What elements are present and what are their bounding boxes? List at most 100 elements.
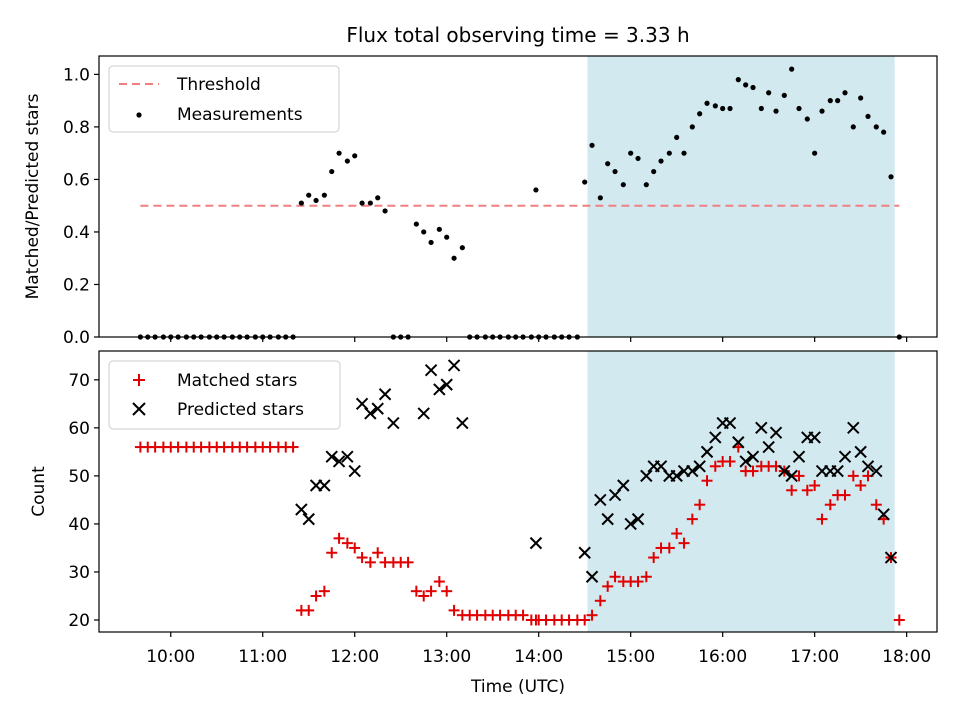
matched-star-point	[855, 479, 867, 491]
predicted-star-point	[838, 450, 852, 463]
predicted-stars-points	[295, 359, 898, 583]
x-tick-label: 10:00	[146, 647, 195, 667]
bottom-legend: Matched stars Predicted stars	[108, 360, 341, 430]
measurement-point	[321, 192, 327, 198]
predicted-star-point	[348, 464, 361, 478]
x-tick-label: 15:00	[606, 647, 655, 667]
legend-matched-label: Matched stars	[177, 371, 297, 391]
measurement-point	[658, 158, 664, 164]
y-tick-label: 60	[68, 419, 90, 439]
measurement-point	[888, 174, 894, 180]
bottom-x-ticks: 10:00 11:00 12:00 13:00 14:00 15:00 16:00 17:00…	[146, 632, 931, 667]
predicted-star-point	[378, 388, 392, 401]
x-tick-label: 11:00	[238, 647, 287, 667]
measurement-point	[306, 192, 312, 198]
measurement-point	[359, 200, 365, 206]
matched-star-point	[648, 552, 660, 564]
x-axis-label: Time (UTC)	[470, 677, 565, 697]
y-tick-label: 50	[68, 467, 90, 487]
bottom-y-ticks: 20 30 40 50 60 70	[68, 371, 99, 631]
chart-title: Flux total observing time = 3.33 h	[346, 23, 689, 47]
measurement-point	[773, 108, 779, 114]
measurement-point	[758, 105, 764, 112]
measurement-point	[628, 150, 634, 156]
matched-star-point	[517, 609, 529, 621]
measurement-point	[819, 108, 825, 114]
legend-threshold-label: Threshold	[176, 75, 261, 95]
measurement-point	[533, 187, 539, 193]
measurement-point	[421, 229, 427, 235]
matched-star-point	[870, 499, 882, 511]
predicted-star-point	[417, 407, 430, 420]
predicted-star-point	[578, 546, 591, 559]
legend-predicted-swatch	[132, 402, 146, 416]
measurement-point	[697, 111, 703, 117]
matched-star-point	[816, 513, 828, 525]
measurement-point	[842, 90, 848, 96]
matched-star-point	[824, 499, 836, 511]
predicted-star-point	[341, 450, 354, 463]
x-tick-label: 16:00	[698, 647, 747, 667]
y-tick-label: 30	[68, 563, 90, 583]
matched-star-point	[303, 604, 315, 616]
measurement-point	[643, 182, 649, 188]
predicted-star-point	[808, 431, 821, 444]
top-panel: 0.0 0.2 0.4 0.6 0.8 1.0 Matched/Predicted sta…	[23, 55, 938, 348]
measurement-point	[635, 155, 641, 162]
y-tick-label: 0.0	[63, 328, 90, 348]
matched-star-point	[287, 441, 299, 453]
top-y-axis-label: Matched/Predicted stars	[23, 93, 43, 299]
shaded-interval-top	[587, 56, 895, 337]
y-tick-label: 0.2	[63, 275, 90, 295]
x-tick-label: 18:00	[882, 647, 931, 667]
matched-star-point	[341, 537, 353, 549]
matched-star-point	[441, 585, 453, 597]
measurement-point	[881, 129, 887, 135]
measurement-point	[352, 153, 358, 159]
predicted-star-point	[302, 512, 315, 526]
y-tick-label: 0.6	[63, 170, 90, 190]
predicted-star-point	[529, 536, 543, 550]
matched-star-point	[709, 460, 721, 472]
matched-star-point	[686, 513, 698, 525]
matched-star-point	[326, 547, 338, 559]
predicted-star-point	[601, 512, 614, 526]
predicted-star-point	[318, 479, 331, 492]
matched-star-point	[701, 475, 713, 487]
predicted-star-point	[709, 431, 722, 444]
measurement-point	[750, 84, 756, 91]
measurement-point	[789, 66, 795, 72]
predicted-star-point	[631, 512, 645, 526]
matched-star-point	[893, 614, 905, 626]
measurement-point	[858, 95, 864, 101]
predicted-star-point	[617, 479, 630, 492]
matched-star-point	[694, 499, 706, 511]
predicted-star-point	[847, 421, 860, 435]
measurement-point	[865, 113, 871, 120]
predicted-star-point	[870, 464, 883, 478]
predicted-star-point	[433, 383, 446, 396]
matched-star-point	[847, 470, 859, 482]
matched-star-point	[809, 479, 821, 491]
measurement-point	[651, 168, 657, 175]
predicted-star-point	[739, 455, 752, 468]
measurement-point	[605, 161, 611, 167]
matched-star-point	[586, 609, 598, 621]
matched-star-point	[793, 470, 805, 482]
measurement-point	[428, 239, 434, 246]
predicted-star-point	[640, 469, 653, 483]
matched-star-point	[801, 484, 813, 496]
measurement-point	[612, 168, 618, 175]
matched-star-point	[640, 571, 652, 583]
predicted-star-point	[585, 570, 599, 583]
measurement-point	[735, 77, 741, 83]
matched-star-point	[418, 590, 430, 602]
matched-star-point	[433, 576, 445, 588]
shaded-interval-bottom	[587, 351, 895, 632]
y-tick-label: 70	[68, 371, 90, 391]
matched-star-point	[678, 537, 690, 549]
predicted-star-point	[854, 445, 867, 459]
measurement-point	[367, 200, 373, 206]
matched-star-point	[602, 580, 614, 592]
measurement-point	[766, 90, 772, 96]
